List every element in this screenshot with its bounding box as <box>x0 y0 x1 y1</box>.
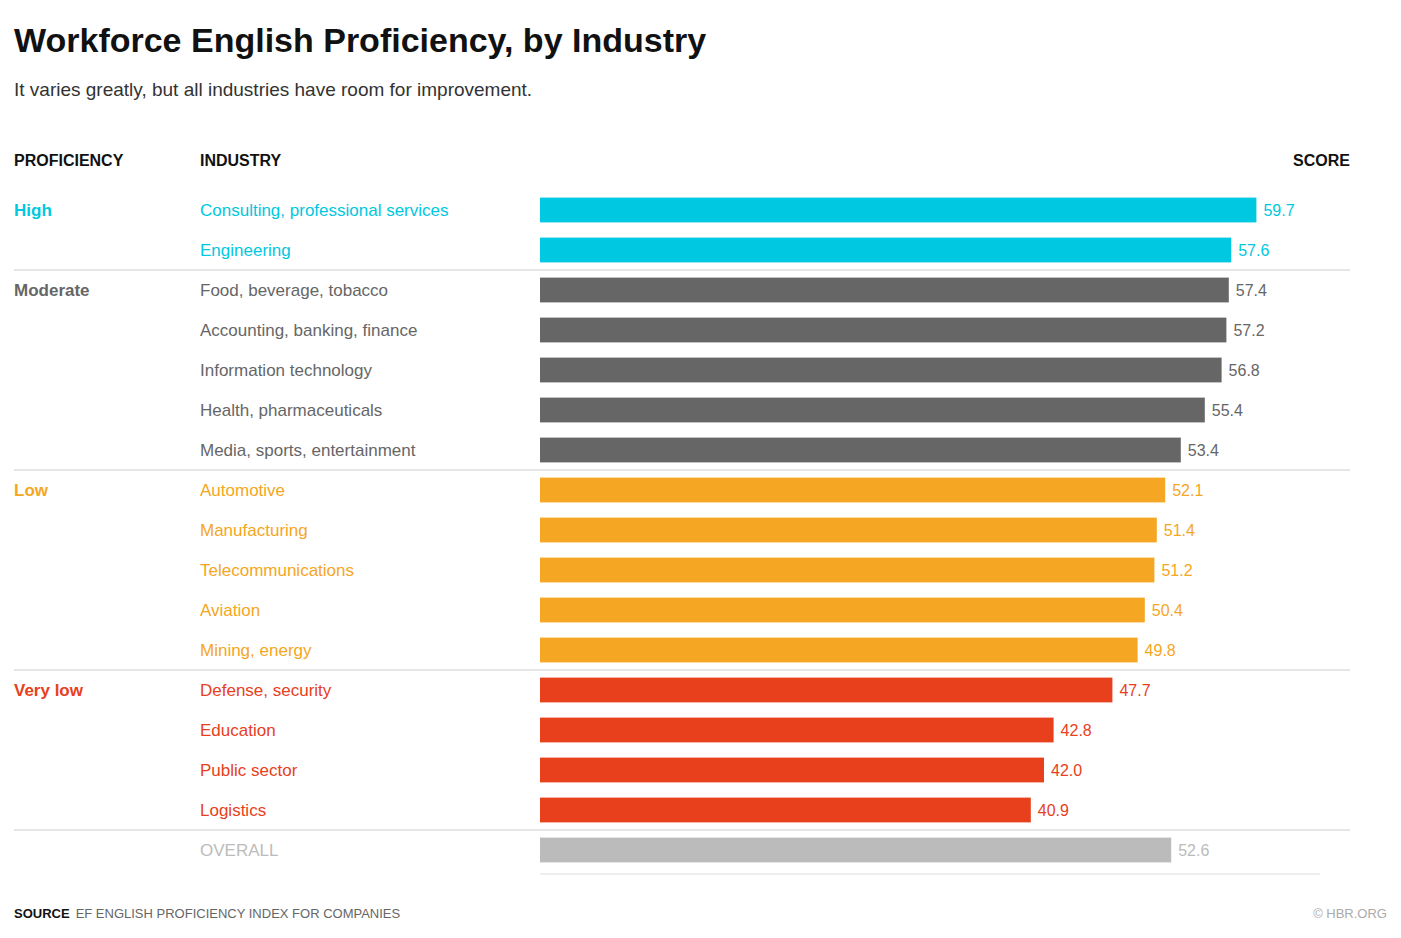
bar <box>540 358 1222 383</box>
bar <box>540 838 1171 863</box>
bar <box>540 198 1256 223</box>
data-label: 51.4 <box>1164 522 1195 539</box>
bar <box>540 638 1138 663</box>
category-label: Consulting, professional services <box>200 201 449 220</box>
category-label: Public sector <box>200 761 298 780</box>
bar <box>540 558 1154 583</box>
column-header: INDUSTRY <box>200 152 282 169</box>
source: SOURCE EF ENGLISH PROFICIENCY INDEX FOR C… <box>14 906 401 921</box>
title: Workforce English Proficiency, by Indust… <box>14 21 706 59</box>
bar <box>540 758 1044 783</box>
category-label: Mining, energy <box>200 641 312 660</box>
data-label: 56.8 <box>1229 362 1260 379</box>
bar <box>540 518 1157 543</box>
chart: Workforce English Proficiency, by Indust… <box>0 0 1401 938</box>
data-label: 50.4 <box>1152 602 1183 619</box>
background <box>0 0 1401 938</box>
data-label: 55.4 <box>1212 402 1243 419</box>
group-label: Moderate <box>14 281 90 300</box>
bars <box>540 198 1256 863</box>
bar <box>540 678 1112 703</box>
group-label: High <box>14 201 52 220</box>
bar <box>540 598 1145 623</box>
bar <box>540 718 1054 743</box>
data-label: 42.8 <box>1061 722 1092 739</box>
category-label: OVERALL <box>200 841 278 860</box>
bar <box>540 278 1229 303</box>
separator <box>14 470 1350 471</box>
bar <box>540 398 1205 423</box>
data-label: 53.4 <box>1188 442 1219 459</box>
group-label: Low <box>14 481 49 500</box>
category-label: Accounting, banking, finance <box>200 321 417 340</box>
data-label: 51.2 <box>1161 562 1192 579</box>
separator <box>14 270 1350 271</box>
data-label: 57.2 <box>1233 322 1264 339</box>
category-label: Logistics <box>200 801 266 820</box>
category-label: Media, sports, entertainment <box>200 441 416 460</box>
category-label: Information technology <box>200 361 372 380</box>
column-header: PROFICIENCY <box>14 152 124 169</box>
axis-line <box>540 874 1320 875</box>
subtitle: It varies greatly, but all industries ha… <box>14 79 532 100</box>
bar <box>540 798 1031 823</box>
category-label: Food, beverage, tobacco <box>200 281 388 300</box>
bar <box>540 478 1165 503</box>
data-label: 52.1 <box>1172 482 1203 499</box>
category-label: Telecommunications <box>200 561 354 580</box>
data-label: 47.7 <box>1119 682 1150 699</box>
category-label: Health, pharmaceuticals <box>200 401 382 420</box>
source-text: EF ENGLISH PROFICIENCY INDEX FOR COMPANI… <box>76 906 401 921</box>
bar <box>540 318 1226 343</box>
source-label: SOURCE <box>14 906 70 921</box>
data-label: 42.0 <box>1051 762 1082 779</box>
data-label: 57.6 <box>1238 242 1269 259</box>
bar <box>540 438 1181 463</box>
category-label: Education <box>200 721 276 740</box>
data-label: 57.4 <box>1236 282 1267 299</box>
data-label: 52.6 <box>1178 842 1209 859</box>
category-label: Engineering <box>200 241 291 260</box>
separator <box>14 830 1350 831</box>
bar <box>540 238 1231 263</box>
separator <box>14 670 1350 671</box>
group-label: Very low <box>14 681 84 700</box>
category-label: Aviation <box>200 601 260 620</box>
category-label: Automotive <box>200 481 285 500</box>
credit: © HBR.ORG <box>1313 906 1387 921</box>
data-label: 49.8 <box>1145 642 1176 659</box>
column-header: SCORE <box>1293 152 1350 169</box>
data-label: 59.7 <box>1263 202 1294 219</box>
category-label: Defense, security <box>200 681 332 700</box>
category-label: Manufacturing <box>200 521 308 540</box>
data-label: 40.9 <box>1038 802 1069 819</box>
